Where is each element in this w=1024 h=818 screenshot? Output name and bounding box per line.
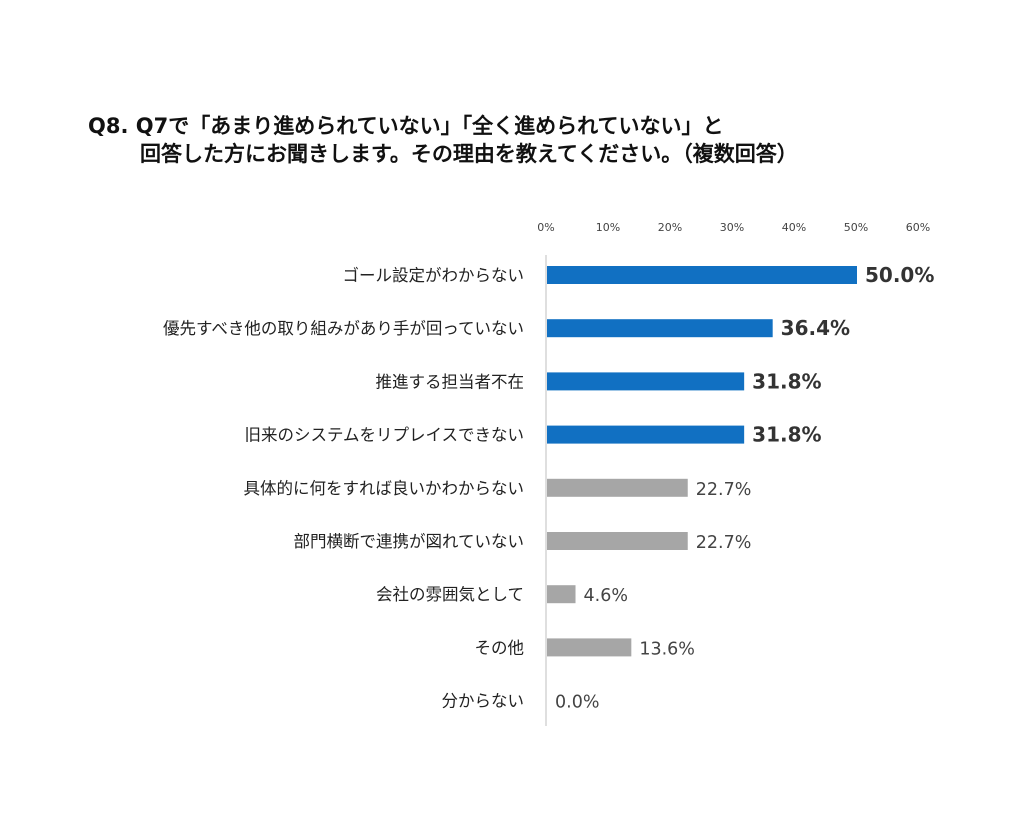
x-tick-label: 30% bbox=[720, 221, 744, 234]
category-label: 分からない bbox=[442, 692, 525, 711]
bar bbox=[547, 532, 688, 550]
value-label: 31.8% bbox=[752, 369, 821, 393]
category-label: 優先すべき他の取り組みがあり手が回っていない bbox=[163, 319, 524, 338]
x-tick-label: 10% bbox=[596, 221, 620, 234]
bar bbox=[547, 585, 576, 604]
category-label: 旧来のシステムをリプレイスできない bbox=[244, 426, 524, 445]
bar bbox=[547, 319, 773, 338]
title-line-1: Q8. Q7で「あまり進められていない」「全く進められていない」と bbox=[88, 114, 724, 138]
chart-title: Q8. Q7で「あまり進められていない」「全く進められていない」と 回答した方に… bbox=[88, 112, 988, 168]
category-label: ゴール設定がわからない bbox=[343, 265, 525, 285]
value-label: 22.7% bbox=[696, 533, 752, 553]
category-label: 会社の雰囲気として bbox=[376, 585, 524, 604]
x-tick-label: 50% bbox=[844, 221, 868, 234]
category-label: 部門横断で連携が図れていない bbox=[293, 532, 524, 551]
category-label: 推進する担当者不在 bbox=[376, 372, 525, 391]
category-label: 具体的に何をすれば良いかわからない bbox=[244, 479, 525, 498]
bar bbox=[547, 425, 745, 444]
value-label: 36.4% bbox=[781, 316, 850, 340]
value-label: 31.8% bbox=[752, 423, 821, 447]
x-tick-label: 20% bbox=[658, 221, 682, 234]
bar bbox=[547, 372, 745, 391]
x-tick-label: 0% bbox=[537, 221, 554, 234]
x-tick-label: 40% bbox=[782, 221, 806, 234]
bar bbox=[547, 638, 632, 657]
title-line-2: 回答した方にお聞きします。その理由を教えてください。（複数回答） bbox=[140, 142, 798, 166]
value-label: 50.0% bbox=[865, 263, 934, 287]
value-label: 0.0% bbox=[555, 693, 599, 713]
value-label: 4.6% bbox=[584, 586, 628, 606]
value-label: 13.6% bbox=[639, 639, 695, 659]
x-tick-label: 60% bbox=[906, 221, 930, 234]
bar bbox=[547, 266, 857, 284]
bar bbox=[547, 478, 688, 497]
category-label: その他 bbox=[475, 638, 525, 657]
value-label: 22.7% bbox=[696, 480, 752, 500]
